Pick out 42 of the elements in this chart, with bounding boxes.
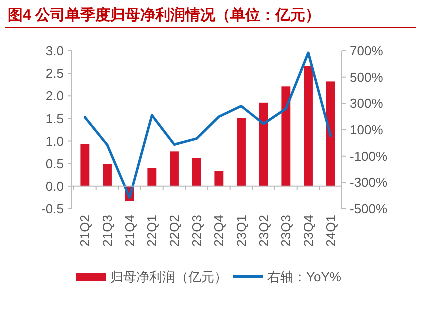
bar [80, 144, 90, 186]
x-tick-label: 21Q4 [122, 215, 138, 247]
bar [214, 171, 224, 186]
y-tick-label: 2.0 [46, 88, 64, 104]
bar [237, 118, 246, 186]
y2-tick-label: -300% [350, 175, 388, 190]
y2-tick-label: 300% [350, 96, 384, 112]
legend-label: 右轴：YoY% [268, 270, 342, 285]
y-tick-label: -0.5 [42, 202, 64, 217]
x-tick-label: 23Q1 [234, 215, 250, 247]
y2-tick-label: 100% [350, 122, 384, 138]
bar [192, 158, 202, 186]
x-tick-label: 24Q1 [323, 215, 338, 247]
y-tick-label: 0.5 [46, 156, 64, 172]
x-tick-label: 23Q4 [301, 215, 316, 247]
line-series [84, 52, 332, 200]
bar [326, 82, 336, 186]
y2-tick-label: -500% [350, 202, 388, 217]
bar [282, 86, 291, 186]
y-tick-label: 3.0 [46, 44, 64, 59]
x-tick-label: 21Q2 [78, 215, 93, 247]
x-tick-label: 21Q3 [100, 215, 116, 247]
bar [148, 168, 157, 186]
y-tick-label: 2.5 [46, 66, 64, 82]
y-tick-label: 1.5 [46, 111, 64, 126]
x-tick-label: 23Q3 [278, 215, 294, 247]
x-tick-label: 22Q2 [167, 215, 182, 247]
x-tick-label: 22Q1 [144, 215, 160, 247]
y2-tick-label: 500% [350, 70, 384, 85]
bar [170, 152, 179, 186]
x-tick-label: 22Q3 [189, 215, 204, 247]
chart-title: 图4 公司单季度归母净利润情况（单位：亿元） [8, 6, 321, 24]
y-tick-label: 0.0 [46, 178, 64, 194]
y2-tick-label: -100% [350, 148, 388, 164]
bar [103, 164, 112, 186]
y-tick-label: 1.0 [46, 134, 64, 149]
x-tick-label: 22Q4 [212, 215, 227, 247]
x-tick-label: 23Q2 [256, 215, 272, 247]
bar [259, 102, 268, 186]
y2-tick-label: 700% [350, 44, 384, 59]
bar [304, 66, 313, 186]
legend-label: 归母净利润（亿元） [110, 270, 228, 285]
